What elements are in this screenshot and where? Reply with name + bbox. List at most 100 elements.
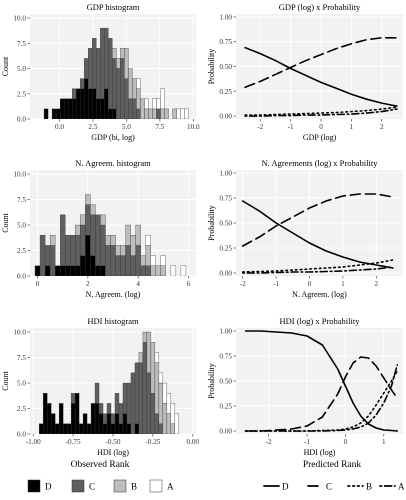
y-tick-label: 2.5: [17, 247, 26, 255]
panel-title: N. Agreements (log) x Probability: [262, 158, 379, 168]
bar-C: [122, 382, 128, 414]
y-tick-label: 5.0: [17, 380, 26, 388]
bar-D: [100, 265, 106, 276]
bar-A: [170, 403, 176, 424]
bar-C: [80, 78, 85, 89]
x-tick-label: -2: [257, 123, 263, 131]
bar-A: [184, 108, 189, 119]
bar-B: [170, 423, 176, 434]
bar-C: [150, 393, 156, 434]
histogram-bars: [43, 27, 189, 119]
legend-swatch-C: [71, 479, 85, 493]
x-axis-label: GDP (bi, log): [91, 133, 135, 142]
y-tick-label: 0.75: [219, 38, 232, 46]
bar-A: [180, 265, 187, 276]
bar-B: [154, 362, 160, 414]
bar-B: [120, 48, 125, 59]
bar-B: [128, 68, 133, 99]
bar-B: [120, 245, 126, 256]
y-axis-label: Probability: [207, 49, 216, 85]
legend-predicted-rank: Predicted Rank D C B A: [263, 460, 405, 492]
bar-C: [70, 235, 76, 266]
series-line-C: [244, 356, 399, 432]
x-tick-label: -1: [288, 123, 294, 131]
x-tick-label: 0: [319, 123, 323, 131]
y-tick-label: 5.0: [17, 65, 26, 73]
bar-D: [82, 413, 88, 434]
bar-B: [115, 245, 121, 256]
bar-B: [135, 224, 141, 246]
bar-C: [85, 204, 91, 236]
series-line-B: [241, 259, 394, 273]
x-tick-label: -0.75: [66, 438, 81, 446]
bar-A: [158, 372, 164, 384]
bar-C: [106, 403, 112, 414]
y-tick-label: 0.25: [219, 245, 232, 253]
histogram-bars: [34, 194, 187, 276]
bar-D: [70, 265, 76, 276]
bar-B: [124, 48, 129, 79]
y-tick-label: 0.50: [219, 220, 232, 228]
y-tick-label: 0.75: [219, 195, 232, 203]
bar-D: [94, 403, 100, 434]
bar-C: [140, 265, 146, 276]
y-tick-label: 0.50: [219, 378, 232, 386]
bar-C: [125, 245, 131, 276]
panel-title: GDP (log) x Probability: [279, 2, 361, 12]
bar-A: [162, 382, 168, 404]
series-line-A: [244, 108, 398, 117]
bar-C: [115, 255, 121, 276]
bar-D: [50, 413, 56, 434]
x-axis-label: N. Agreem. (log): [86, 290, 141, 299]
panel-4: N. Agreements (log) x Probability -2 -1 0 1 2…: [207, 158, 403, 299]
bar-C: [44, 245, 51, 266]
bar-C: [75, 235, 81, 266]
x-tick-label: 1: [350, 123, 354, 131]
bar-C: [49, 245, 56, 276]
bar-C: [142, 342, 148, 434]
bar-D: [62, 423, 68, 434]
bar-A: [150, 255, 156, 266]
bar-D: [85, 235, 91, 276]
bar-B: [112, 48, 117, 59]
bar-D: [114, 413, 120, 434]
bar-D: [70, 403, 76, 434]
bar-C: [156, 108, 161, 119]
bar-C: [95, 214, 101, 266]
x-tick-label: 10.0: [187, 123, 200, 131]
x-tick-label: -2: [240, 280, 246, 288]
bar-C: [136, 108, 141, 119]
bar-B: [105, 235, 111, 246]
bar-D: [118, 423, 124, 434]
y-tick-label: 7.5: [17, 354, 26, 362]
bar-A: [156, 98, 161, 110]
y-tick-label: 10.0: [13, 15, 26, 23]
legend-label-B: B: [131, 482, 137, 492]
x-tick-label: -1: [273, 280, 279, 288]
bar-A: [170, 265, 177, 276]
bar-D: [58, 403, 64, 434]
x-tick-label: 2: [380, 123, 384, 131]
bar-A: [154, 352, 160, 363]
bar-D: [104, 88, 109, 119]
bar-A: [144, 98, 149, 110]
bar-B: [125, 224, 131, 246]
bar-D: [126, 423, 132, 434]
histogram-bars: [39, 331, 180, 434]
legend-observed-title: Observed Rank: [71, 460, 130, 470]
bar-C: [134, 362, 140, 424]
bar-D: [86, 423, 92, 434]
bar-C: [130, 372, 136, 434]
bar-B: [136, 88, 141, 110]
bar-C: [90, 214, 96, 256]
x-tick-label: 0: [344, 438, 348, 446]
bar-B: [164, 108, 169, 119]
bar-D: [84, 78, 89, 119]
bar-C: [102, 413, 108, 424]
legend-label-A: A: [398, 482, 405, 492]
bar-D: [88, 88, 93, 119]
x-tick-label: 0: [36, 280, 40, 288]
x-tick-label: 0.00: [187, 438, 200, 446]
bar-C: [114, 393, 120, 414]
x-tick-label: 2: [86, 280, 90, 288]
